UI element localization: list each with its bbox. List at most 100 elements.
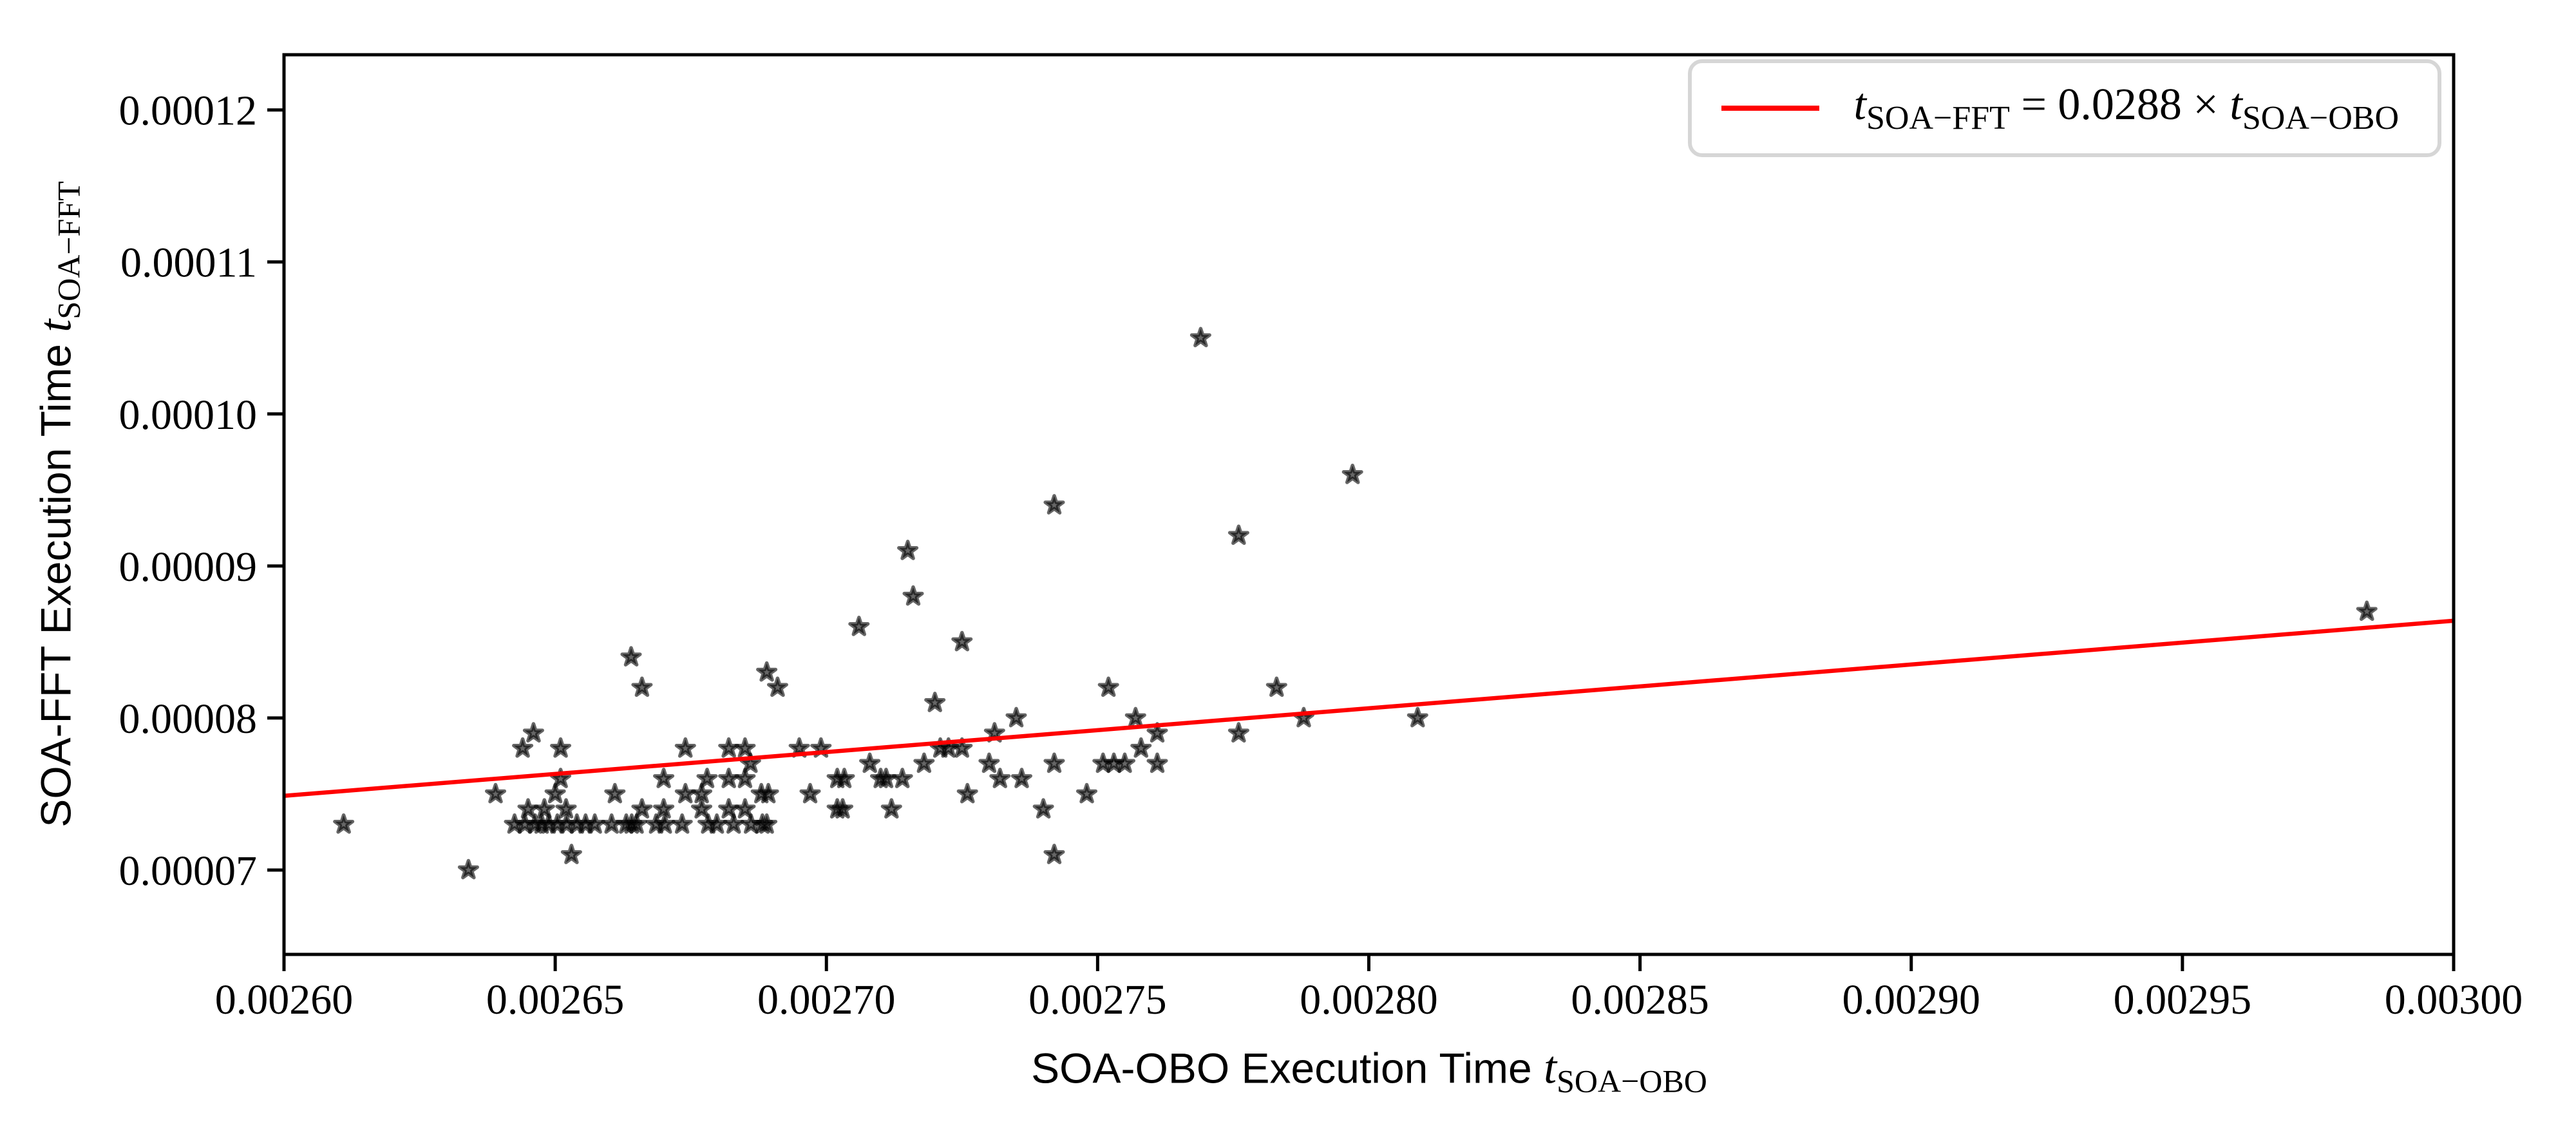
scatter-point <box>1010 768 1033 788</box>
y-tick-label: 0.00012 <box>119 88 258 135</box>
scatter-point <box>653 768 675 788</box>
scatter-point <box>1227 722 1249 743</box>
scatter-point <box>1043 844 1065 864</box>
legend: tSOA−FFT = 0.0288 × tSOA−OBO <box>1687 59 2441 157</box>
scatter-point <box>880 798 902 819</box>
scatter-point <box>723 813 744 834</box>
x-tick-label: 0.00300 <box>2385 976 2523 1023</box>
scatter-point <box>734 768 756 788</box>
scatter-point <box>333 813 355 834</box>
x-tick-label: 0.00295 <box>2114 976 2252 1023</box>
scatter-point <box>1124 706 1146 728</box>
legend-label: tSOA−FFT = 0.0288 × tSOA−OBO <box>1854 79 2399 137</box>
scatter-point <box>734 737 756 758</box>
scatter-point <box>1146 752 1168 773</box>
scatter-point <box>1043 494 1065 515</box>
y-tick-label: 0.00011 <box>120 240 257 287</box>
scatter-point <box>584 813 606 834</box>
scatter-point <box>989 768 1011 788</box>
scatter-point <box>1075 782 1098 804</box>
scatter-point <box>604 782 626 804</box>
scatter-point <box>690 798 713 819</box>
scatter-point <box>756 661 778 682</box>
x-axis-title: SOA-OBO Execution Time tSOA−OBO <box>1031 1041 1707 1099</box>
scatter-point <box>833 768 855 788</box>
scatter-point <box>631 798 653 819</box>
scatter-point <box>690 782 713 804</box>
scatter-point <box>799 782 821 804</box>
scatter-point <box>831 798 854 819</box>
scatter-point <box>897 540 919 560</box>
scatter-point <box>757 782 779 804</box>
scatter-point <box>674 782 696 804</box>
y-axis-title: SOA-FFT Execution Time tSOA−FFT <box>28 181 87 827</box>
scatter-point <box>1341 463 1363 484</box>
scatter-point <box>924 692 946 712</box>
scatter-point <box>484 782 507 804</box>
scatter-point <box>718 798 740 819</box>
fit-line <box>283 618 2454 799</box>
x-axis-title-subscript: SOA−OBO <box>1557 1063 1707 1099</box>
scatter-point <box>978 752 1000 773</box>
y-tick-label: 0.00007 <box>119 848 258 895</box>
scatter-point <box>951 630 973 652</box>
scatter-point <box>1265 676 1287 697</box>
scatter-point <box>671 813 693 834</box>
scatter-point <box>718 737 740 758</box>
x-tick-label: 0.00285 <box>1571 976 1709 1023</box>
scatter-point <box>1130 737 1152 758</box>
scatter-point <box>891 768 913 788</box>
scatter-point <box>1406 706 1428 728</box>
scatter-point <box>1043 752 1065 773</box>
scatter-point <box>1032 798 1054 819</box>
scatter-point <box>1005 706 1027 728</box>
scatter-point <box>951 737 973 758</box>
scatter-point <box>1189 327 1211 348</box>
legend-equation: = 0.0288 × <box>2009 80 2230 129</box>
scatter-point <box>512 737 534 758</box>
y-tick-label: 0.00010 <box>119 392 258 439</box>
scatter-point <box>756 813 778 834</box>
scatter-point <box>859 752 881 773</box>
y-axis-title-text: SOA-FFT Execution Time <box>32 332 80 828</box>
legend-var-1: t <box>1853 80 1866 129</box>
scatter-point <box>1097 676 1119 697</box>
x-tick-label: 0.00275 <box>1028 976 1167 1023</box>
scatter-point <box>555 798 577 819</box>
x-tick-label: 0.00265 <box>486 976 625 1023</box>
scatter-point <box>620 646 642 667</box>
scatter-point <box>913 752 935 773</box>
x-tick-label: 0.00270 <box>757 976 896 1023</box>
scatter-point <box>674 737 696 758</box>
scatter-point <box>1227 524 1249 545</box>
x-tick-label: 0.00260 <box>215 976 354 1023</box>
scatter-point <box>2356 600 2378 621</box>
scatter-point <box>696 768 718 788</box>
scatter-point <box>517 798 539 819</box>
scatter-point <box>1113 752 1136 773</box>
scatter-point <box>766 676 788 697</box>
scatter-point <box>1146 722 1168 743</box>
scatter-point <box>902 585 924 606</box>
scatter-point <box>718 768 740 788</box>
scatter-point <box>544 782 566 804</box>
y-tick-label: 0.00008 <box>119 696 258 743</box>
scatter-point <box>522 722 544 743</box>
scatter-point <box>848 616 870 636</box>
y-axis-title-variable: t <box>29 319 81 332</box>
legend-subscript-2: SOA−OBO <box>2242 100 2399 137</box>
scatter-point <box>560 844 582 864</box>
scatter-point <box>956 782 978 804</box>
scatter-point <box>788 737 810 758</box>
x-tick-label: 0.00290 <box>1842 976 1981 1023</box>
x-axis-title-variable: t <box>1544 1041 1557 1094</box>
scatter-point <box>533 798 555 819</box>
y-tick-label: 0.00009 <box>119 544 258 591</box>
y-axis-title-subscript: SOA−FFT <box>50 181 87 319</box>
scatter-point <box>550 737 572 758</box>
x-axis-title-text: SOA-OBO Execution Time <box>1031 1044 1544 1092</box>
scatter-point <box>625 813 648 834</box>
scatter-point <box>457 858 479 880</box>
